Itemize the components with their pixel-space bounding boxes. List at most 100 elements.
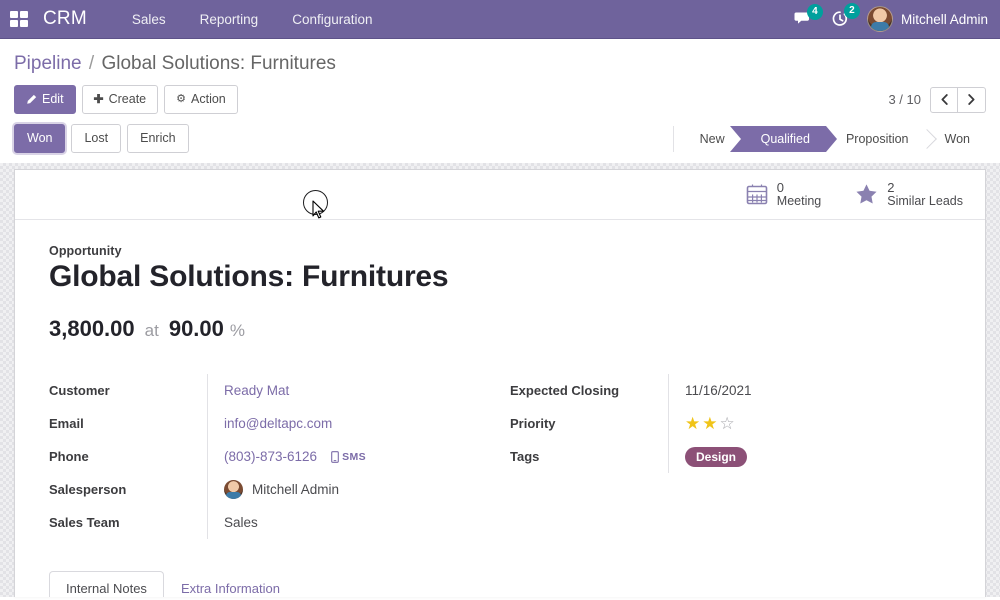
main-menu: Sales Reporting Configuration bbox=[115, 0, 390, 39]
email-value-cell: info@deltapc.com bbox=[207, 407, 500, 440]
notebook-tabs: Internal Notes Extra Information bbox=[49, 571, 951, 597]
salesperson-avatar bbox=[224, 480, 243, 499]
chat-bubble-icon bbox=[794, 12, 809, 24]
mark-won-button[interactable]: Won bbox=[14, 124, 66, 153]
calendar-icon bbox=[746, 184, 768, 205]
stage-qualified[interactable]: Qualified bbox=[729, 125, 826, 152]
pager-next-button[interactable] bbox=[958, 86, 986, 113]
field-expected-closing: Expected Closing 11/16/2021 bbox=[510, 374, 951, 407]
pager: 3 / 10 bbox=[888, 86, 986, 113]
action-button[interactable]: ⚙ Action bbox=[164, 85, 238, 114]
send-sms-button[interactable]: SMS bbox=[331, 451, 366, 463]
sales-team-label: Sales Team bbox=[49, 515, 120, 530]
action-button-label: Action bbox=[191, 92, 226, 106]
sales-team-value[interactable]: Sales bbox=[224, 515, 258, 530]
pager-buttons bbox=[930, 86, 986, 113]
similar-leads-stat-button[interactable]: 2 Similar Leads bbox=[855, 181, 963, 208]
breadcrumb-current: Global Solutions: Furnitures bbox=[101, 53, 336, 74]
pager-previous-button[interactable] bbox=[930, 86, 958, 113]
stat-button-box: 0 Meeting 2 Similar Leads bbox=[15, 170, 985, 220]
breadcrumb-separator: / bbox=[88, 53, 95, 74]
at-word: at bbox=[144, 321, 159, 340]
plus-icon: ✚ bbox=[93, 92, 104, 106]
menu-item-sales[interactable]: Sales bbox=[131, 11, 166, 27]
tab-internal-notes[interactable]: Internal Notes bbox=[49, 571, 164, 597]
navbar-right-tools: 4 2 Mitchell Admin bbox=[794, 3, 988, 32]
tags-value-cell: Design bbox=[668, 440, 951, 473]
expected-closing-label: Expected Closing bbox=[510, 383, 620, 398]
expected-revenue-value[interactable]: 3,800.00 bbox=[49, 316, 135, 341]
field-sales-team: Sales Team Sales bbox=[49, 506, 500, 539]
chevron-right-icon bbox=[968, 94, 975, 105]
record-sheet: 0 Meeting 2 Similar Leads Opportunity bbox=[14, 169, 986, 597]
expected-closing-value[interactable]: 11/16/2021 bbox=[685, 383, 752, 398]
apps-grid-icon[interactable] bbox=[10, 11, 30, 27]
pager-count: 3 / 10 bbox=[888, 92, 921, 107]
menu-item-configuration[interactable]: Configuration bbox=[292, 11, 373, 27]
star-filled-icon[interactable]: ★ bbox=[702, 414, 718, 433]
edit-button-label: Edit bbox=[42, 92, 64, 106]
similar-leads-count: 2 bbox=[887, 180, 895, 196]
edit-button[interactable]: Edit bbox=[14, 85, 76, 114]
form-backdrop: 0 Meeting 2 Similar Leads Opportunity bbox=[0, 163, 1000, 597]
status-badge[interactable]: Design bbox=[685, 446, 748, 467]
create-button-label: Create bbox=[108, 92, 147, 106]
phone-value-cell: (803)-873-6126 SMS bbox=[207, 440, 500, 473]
mark-lost-button[interactable]: Lost bbox=[71, 124, 122, 153]
control-panel: Pipeline / Global Solutions: Furnitures … bbox=[0, 39, 1000, 124]
top-navbar: CRM Sales Reporting Configuration 4 2 bbox=[0, 0, 1000, 39]
fields-area: Customer Ready Mat Email info@deltapc.co… bbox=[49, 374, 951, 539]
meetings-count: 0 bbox=[776, 180, 785, 196]
email-link[interactable]: info@deltapc.com bbox=[224, 416, 333, 431]
fields-right-column: Expected Closing 11/16/2021 Priority ★ ★ bbox=[500, 374, 951, 539]
enrich-button[interactable]: Enrich bbox=[127, 124, 189, 153]
messages-button[interactable]: 4 bbox=[794, 4, 823, 27]
field-phone: Phone (803)-873-6126 SMS bbox=[49, 440, 500, 473]
menu-item-reporting[interactable]: Reporting bbox=[199, 11, 259, 27]
page-title: Global Solutions: Furnitures bbox=[49, 260, 449, 293]
priority-value-cell: ★ ★ ☆ bbox=[668, 407, 951, 440]
user-name: Mitchell Admin bbox=[900, 11, 988, 27]
star-empty-icon[interactable]: ☆ bbox=[719, 414, 735, 433]
star-filled-icon[interactable]: ★ bbox=[685, 414, 701, 433]
tab-extra-information[interactable]: Extra Information bbox=[180, 581, 280, 596]
meetings-label: Meeting bbox=[776, 193, 822, 208]
salesperson-value-cell: Mitchell Admin bbox=[207, 473, 500, 506]
activities-button[interactable]: 2 bbox=[831, 3, 860, 28]
clock-icon bbox=[832, 11, 847, 26]
phone-link[interactable]: (803)-873-6126 bbox=[224, 449, 318, 464]
customer-link[interactable]: Ready Mat bbox=[224, 383, 290, 398]
field-salesperson: Salesperson Mitchell Admin bbox=[49, 473, 500, 506]
salesperson-label: Salesperson bbox=[49, 482, 127, 497]
app-brand-crm[interactable]: CRM bbox=[43, 8, 87, 29]
customer-label: Customer bbox=[49, 383, 110, 398]
sales-team-value-cell: Sales bbox=[207, 506, 500, 539]
record-type-label: Opportunity bbox=[49, 244, 122, 258]
email-label: Email bbox=[49, 416, 84, 431]
probability-value[interactable]: 90.00 bbox=[168, 316, 224, 341]
apps-grid-square bbox=[10, 20, 18, 27]
percent-symbol: % bbox=[229, 321, 246, 340]
pencil-icon bbox=[27, 94, 37, 104]
stage-proposition[interactable]: Proposition bbox=[825, 125, 925, 152]
breadcrumb-pipeline[interactable]: Pipeline bbox=[14, 53, 82, 74]
record-body: Opportunity Global Solutions: Furnitures… bbox=[15, 220, 985, 597]
expected-closing-value-cell: 11/16/2021 bbox=[668, 374, 951, 407]
pipeline-statusbar: New Qualified Proposition Won bbox=[672, 125, 986, 152]
create-button[interactable]: ✚ Create bbox=[81, 85, 159, 114]
chevron-left-icon bbox=[941, 94, 948, 105]
apps-grid-square bbox=[10, 11, 18, 18]
meetings-stat-text: 0 Meeting bbox=[777, 181, 821, 208]
similar-leads-stat-text: 2 Similar Leads bbox=[887, 181, 963, 208]
meetings-stat-button[interactable]: 0 Meeting bbox=[746, 181, 821, 208]
star-icon bbox=[856, 184, 877, 204]
fields-left-column: Customer Ready Mat Email info@deltapc.co… bbox=[49, 374, 500, 539]
sms-label: SMS bbox=[342, 450, 367, 463]
user-menu[interactable]: Mitchell Admin bbox=[866, 6, 988, 32]
salesperson-value[interactable]: Mitchell Admin bbox=[252, 482, 340, 497]
priority-stars[interactable]: ★ ★ ☆ bbox=[685, 415, 735, 432]
similar-leads-label: Similar Leads bbox=[887, 193, 963, 208]
field-email: Email info@deltapc.com bbox=[49, 407, 500, 440]
control-panel-buttons: Edit ✚ Create ⚙ Action 3 / 10 bbox=[14, 79, 986, 124]
